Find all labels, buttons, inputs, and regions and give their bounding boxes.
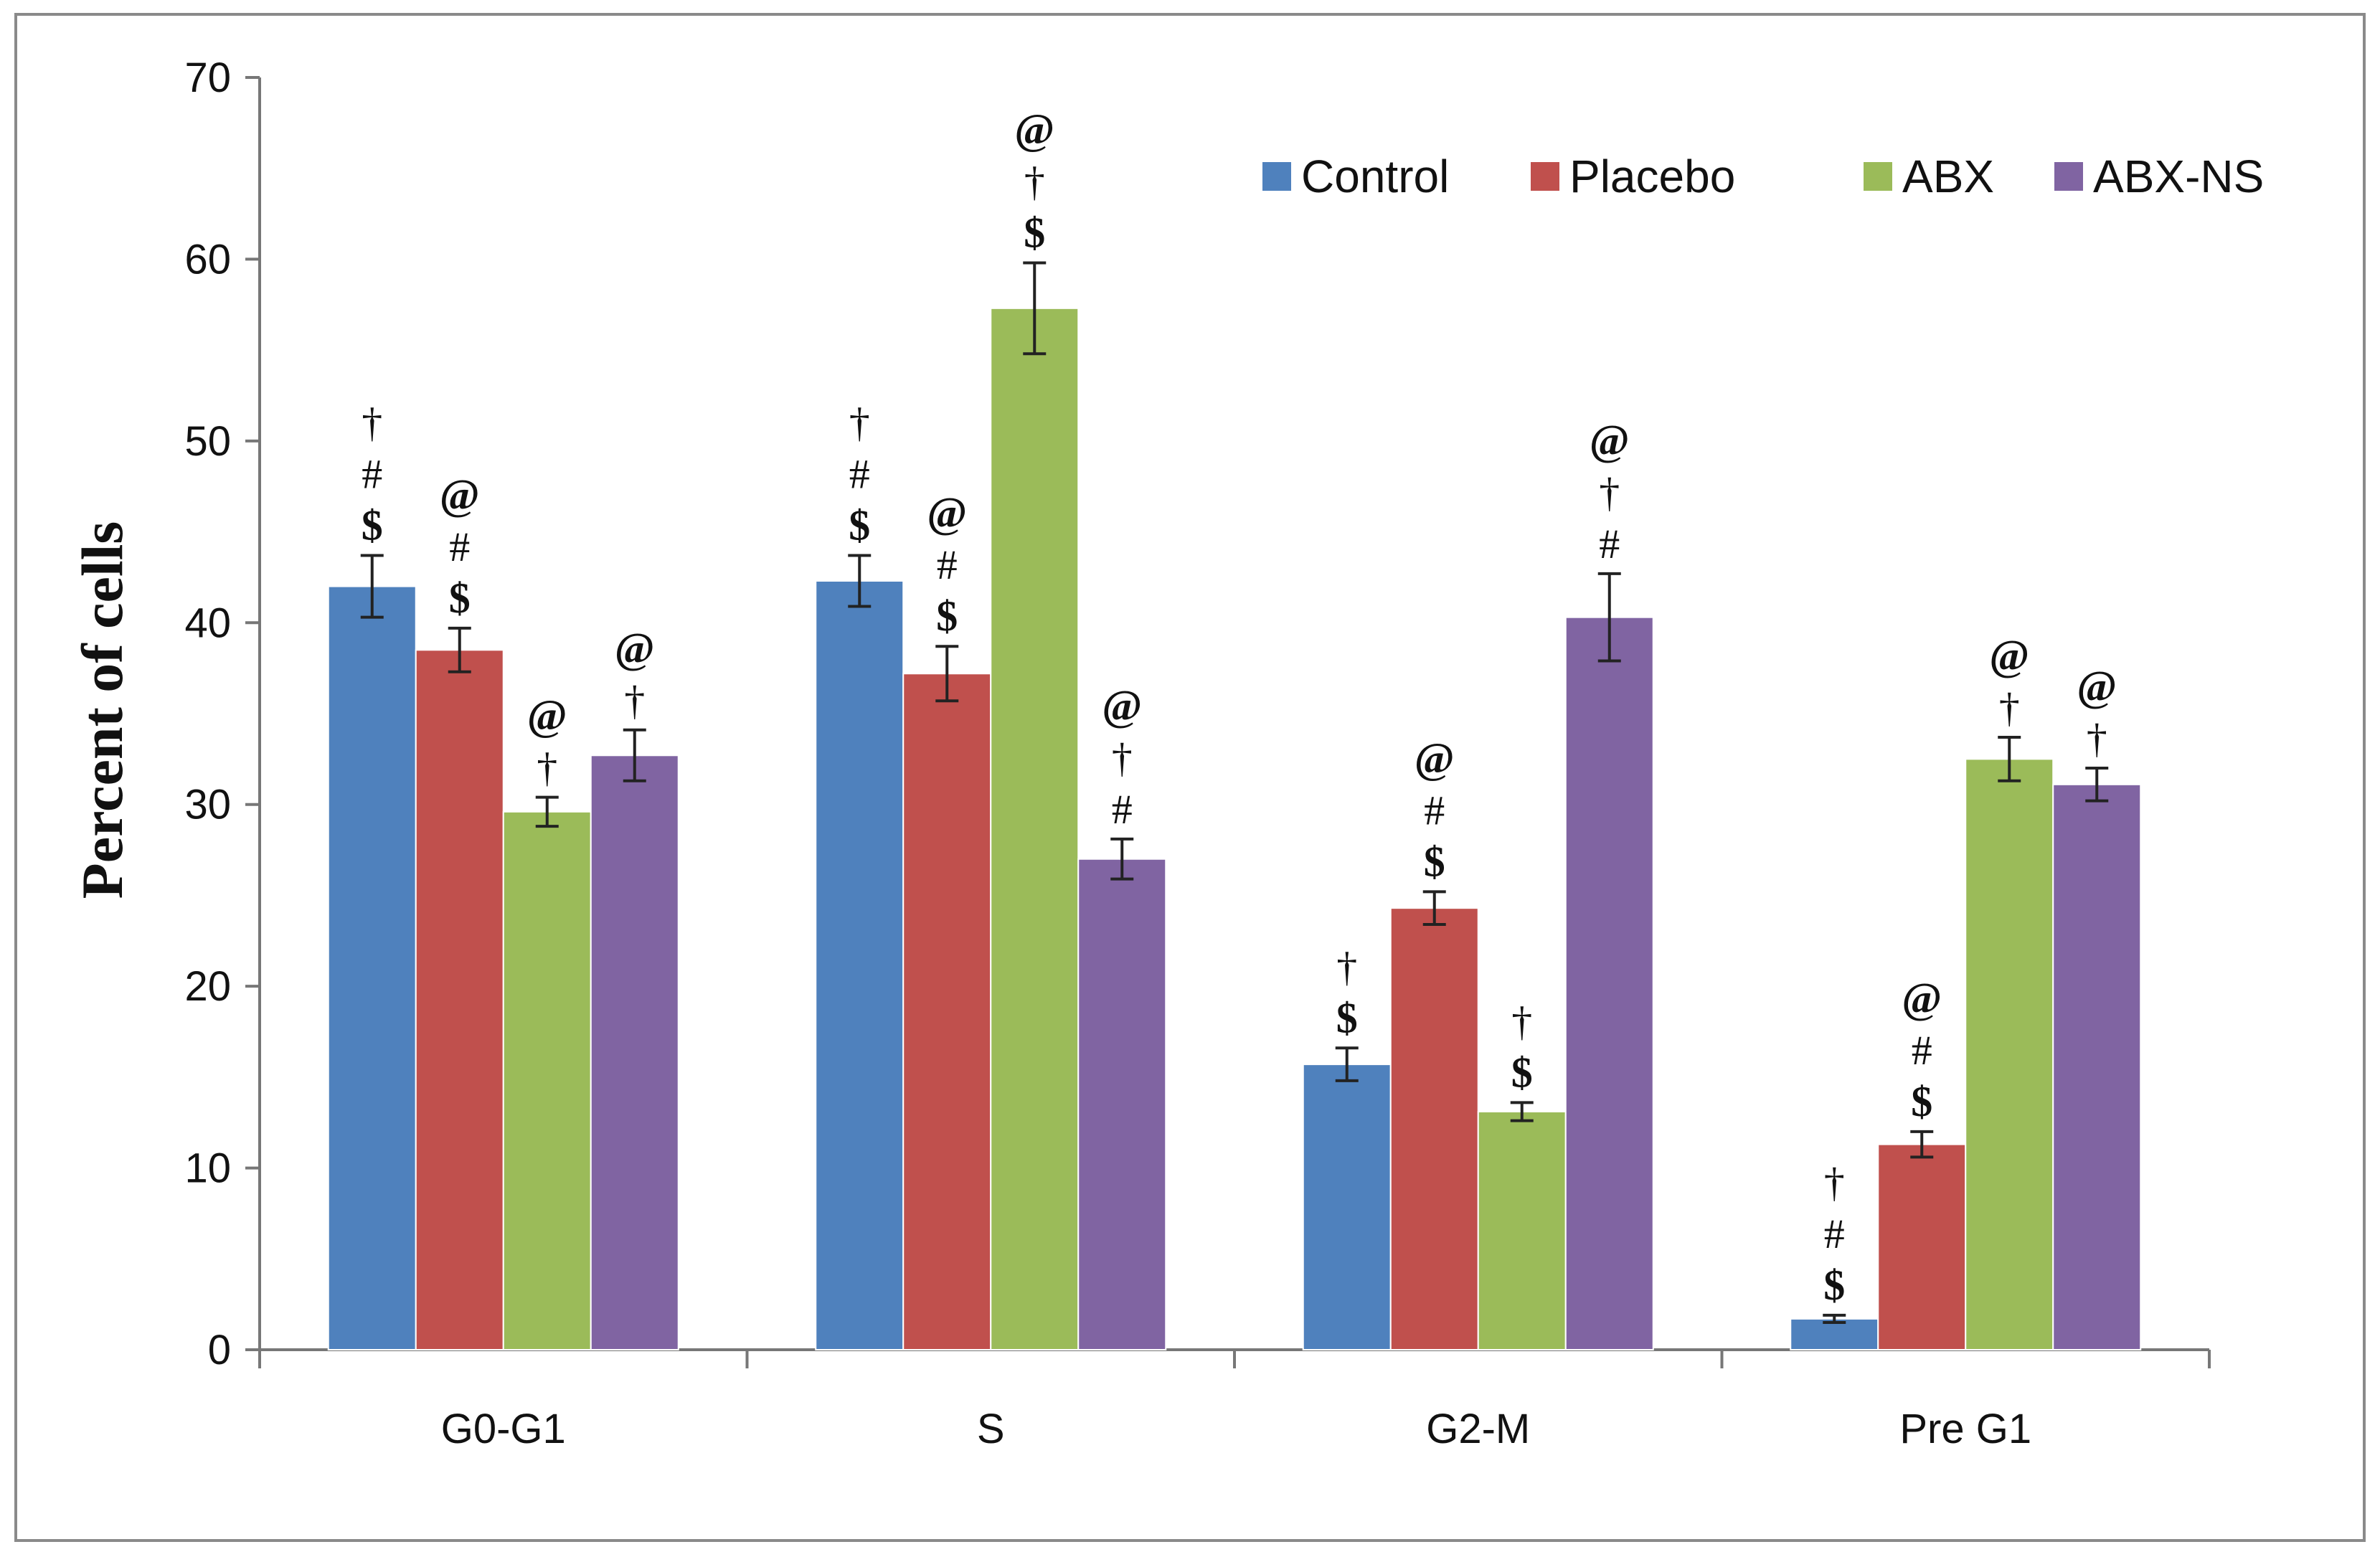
significance-mark: † <box>1024 158 1045 204</box>
bar <box>502 810 592 1350</box>
legend-swatch <box>1864 162 1892 191</box>
significance-mark: $ <box>1511 1049 1533 1096</box>
significance-mark: # <box>1912 1027 1932 1074</box>
significance-mark: # <box>1112 786 1133 833</box>
significance-mark: # <box>362 451 382 498</box>
significance-mark: @ <box>1102 682 1142 729</box>
bar <box>1477 1111 1567 1350</box>
significance-mark: $ <box>1336 994 1358 1041</box>
significance-mark: $ <box>1823 1262 1845 1309</box>
bar <box>415 649 504 1350</box>
significance-mark: † <box>1511 998 1532 1044</box>
legend-swatch <box>1262 162 1291 191</box>
bar <box>2052 783 2142 1350</box>
significance-mark: $ <box>1024 209 1045 256</box>
bar <box>902 673 992 1350</box>
significance-mark: $ <box>1911 1078 1932 1125</box>
significance-mark: # <box>1599 521 1620 567</box>
significance-mark: @ <box>1014 105 1054 153</box>
y-axis-label: Percent of cells <box>70 521 135 899</box>
significance-mark: † <box>624 677 645 724</box>
y-tick-label: 60 <box>184 236 231 283</box>
x-tick-label: Pre G1 <box>1899 1406 2031 1452</box>
significance-mark: @ <box>440 471 480 519</box>
significance-mark: @ <box>615 625 655 672</box>
significance-mark: # <box>849 451 870 498</box>
significance-mark: @ <box>1415 734 1455 782</box>
significance-mark: @ <box>527 692 567 739</box>
significance-mark: @ <box>1902 975 1942 1022</box>
legend-swatch <box>1531 162 1559 191</box>
bar <box>990 307 1080 1351</box>
y-tick-label: 70 <box>184 55 231 101</box>
bar <box>590 754 679 1350</box>
x-tick-label: G2-M <box>1426 1406 1530 1452</box>
y-tick-label: 10 <box>184 1145 231 1192</box>
bar <box>1564 616 1654 1350</box>
significance-mark: @ <box>927 489 967 536</box>
significance-mark: @ <box>2077 663 2117 710</box>
bar <box>327 585 417 1350</box>
x-tick-label: G0-G1 <box>441 1406 566 1452</box>
bar <box>815 579 905 1350</box>
significance-mark: # <box>937 541 958 588</box>
significance-mark: † <box>362 399 382 446</box>
y-tick-label: 0 <box>208 1327 231 1373</box>
y-tick-label: 20 <box>184 963 231 1010</box>
legend-label: ABX <box>1902 151 1994 202</box>
significance-mark: † <box>1336 943 1357 990</box>
significance-mark: † <box>1112 734 1133 781</box>
significance-annotations-layer: $#†$#@†@ †@$#†$#@$†@#†@$†$#@$†#†@$#†$#@†@… <box>362 105 2117 1308</box>
y-axis: 0 10 20 30 40 50 60 70 <box>184 55 261 1373</box>
significance-mark: $ <box>1424 838 1445 885</box>
significance-mark: † <box>537 744 557 791</box>
bar <box>1877 1143 1967 1351</box>
bars-layer <box>327 307 2142 1351</box>
significance-mark: $ <box>449 574 471 622</box>
significance-mark: $ <box>849 502 870 549</box>
significance-mark: † <box>1824 1159 1845 1206</box>
legend-swatch <box>2054 162 2083 191</box>
error-bars-layer <box>360 261 2109 1324</box>
significance-mark: # <box>449 524 470 570</box>
significance-mark: # <box>1824 1211 1845 1257</box>
bar <box>1389 907 1479 1350</box>
bar <box>1965 758 2054 1351</box>
legend-label: Placebo <box>1569 151 1735 202</box>
bar <box>1077 858 1167 1350</box>
x-tick-label: S <box>977 1406 1005 1452</box>
significance-mark: † <box>2087 715 2107 762</box>
significance-mark: † <box>849 399 870 446</box>
significance-mark: @ <box>1989 632 2029 679</box>
legend-label: Control <box>1301 151 1449 202</box>
significance-mark: @ <box>1590 417 1630 464</box>
legend: Control Placebo ABX ABX-NS <box>1262 151 2264 202</box>
y-tick-label: 50 <box>184 418 231 465</box>
significance-mark: † <box>1999 684 2020 731</box>
y-tick-label: 40 <box>184 600 231 646</box>
significance-mark: † <box>1599 469 1620 516</box>
significance-mark: $ <box>936 592 958 640</box>
significance-mark: # <box>1424 787 1445 833</box>
y-tick-label: 30 <box>184 782 231 828</box>
significance-mark: $ <box>362 502 383 549</box>
legend-label: ABX-NS <box>2093 151 2264 202</box>
bar <box>1302 1064 1392 1351</box>
